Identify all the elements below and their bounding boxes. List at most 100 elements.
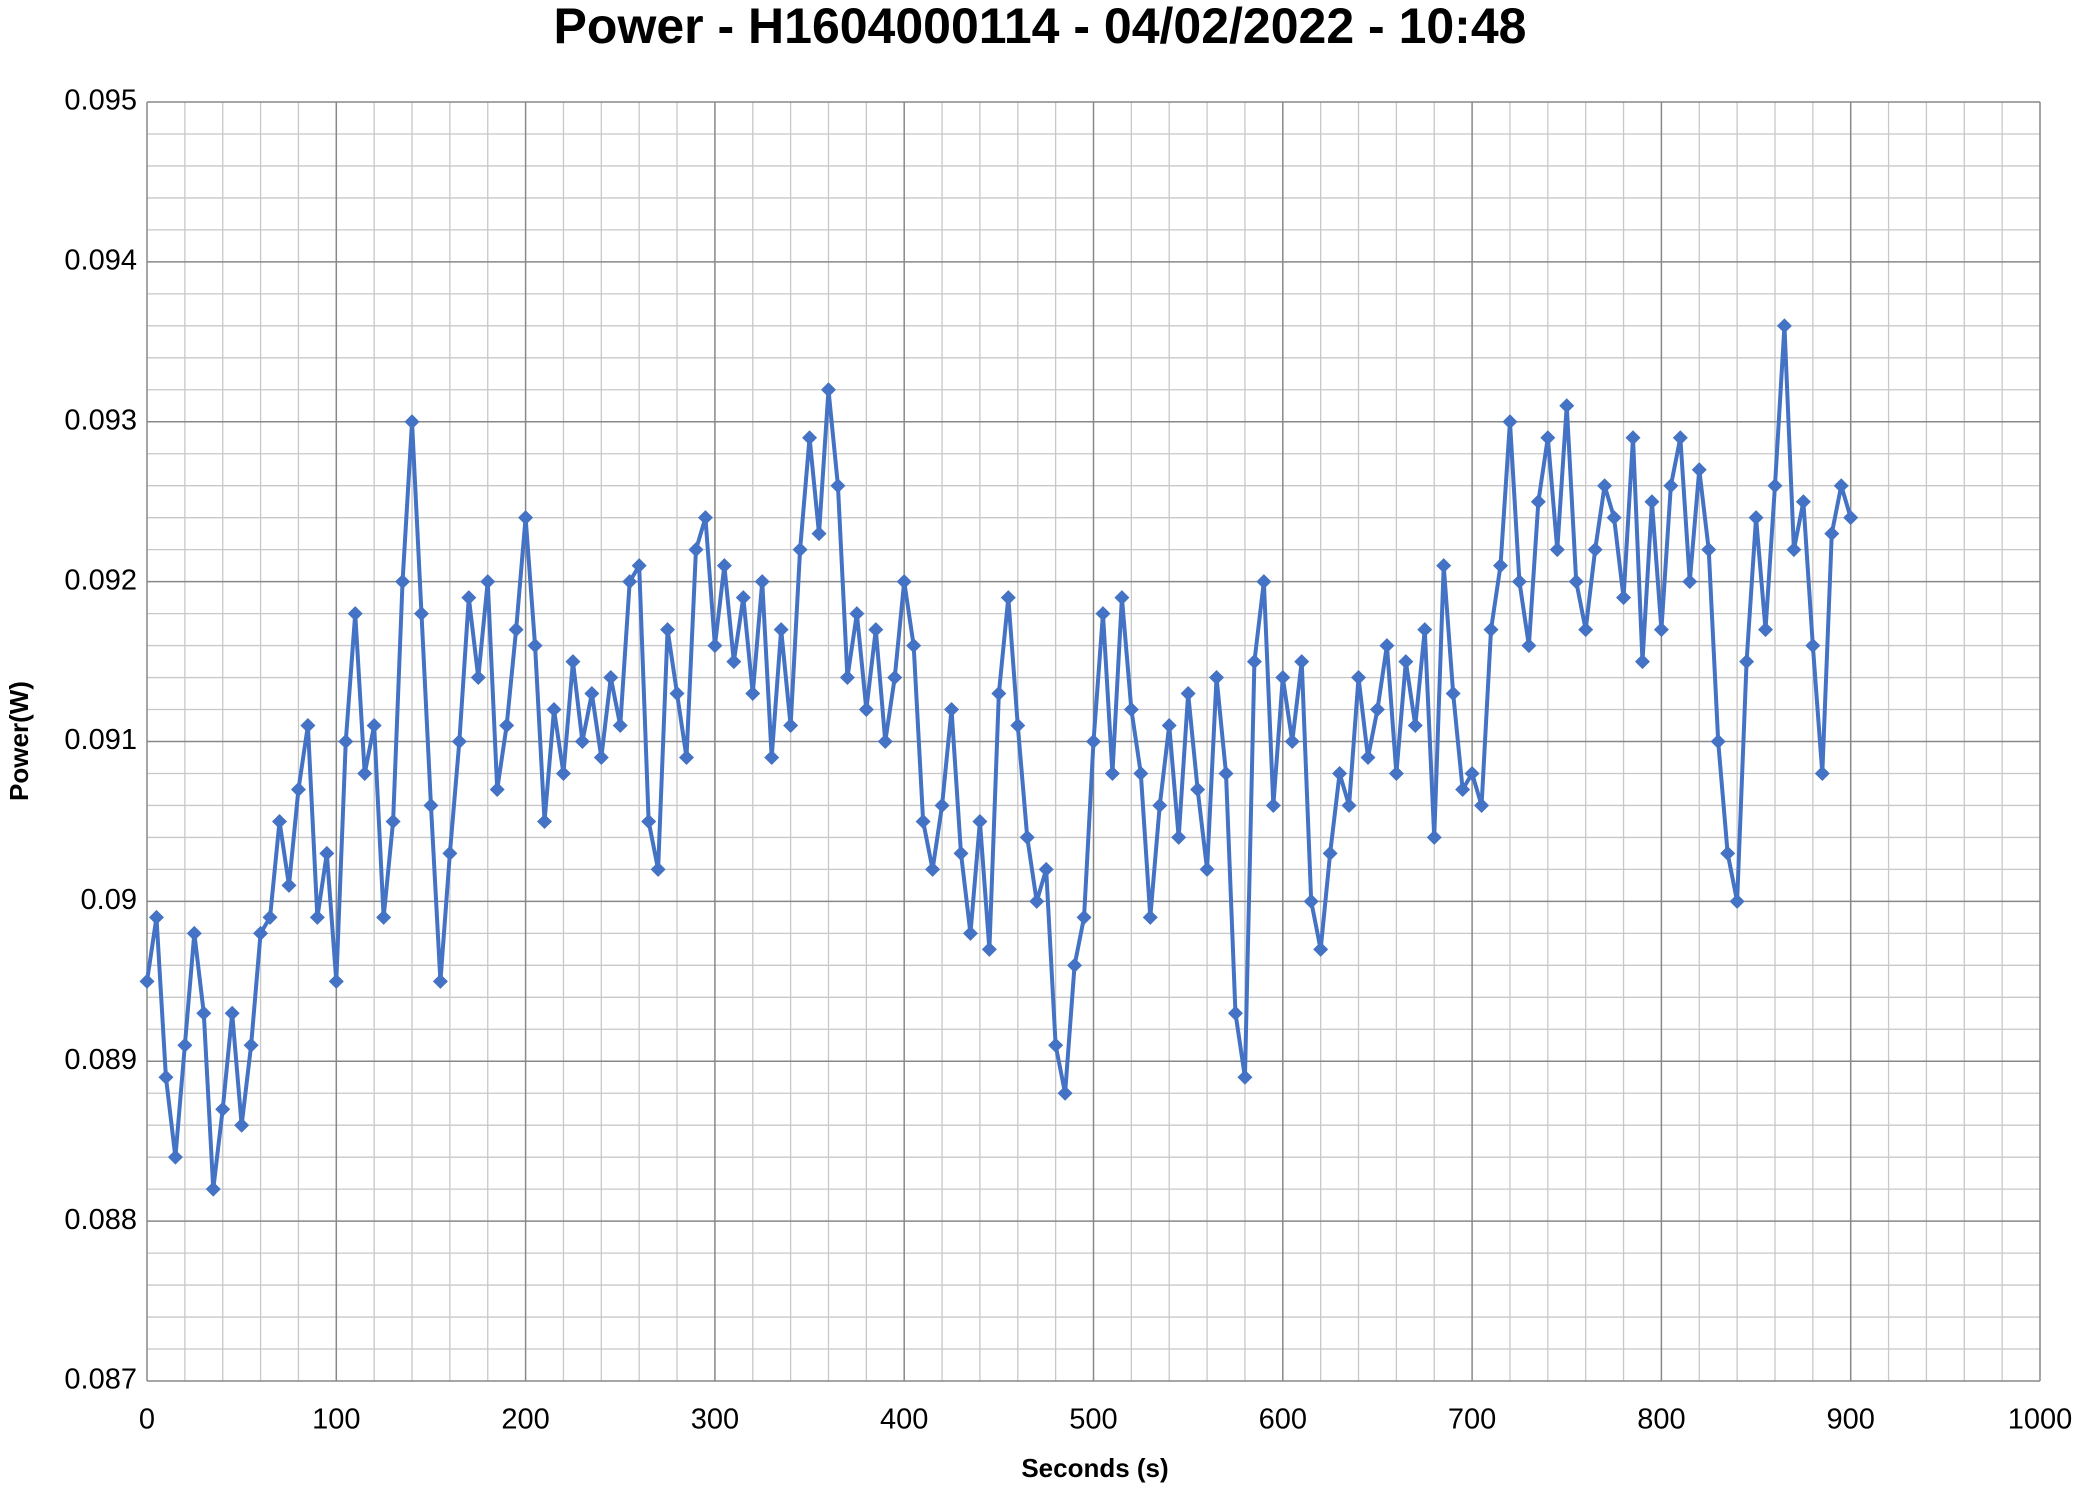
- y-tick-label: 0.095: [64, 85, 137, 117]
- data-point: [1142, 909, 1158, 925]
- data-point: [1351, 670, 1367, 686]
- x-tick-label: 0: [139, 1404, 155, 1436]
- data-point: [1086, 734, 1101, 749]
- data-point: [451, 734, 467, 749]
- data-point: [1407, 718, 1423, 734]
- data-point: [593, 749, 609, 765]
- data-point: [1843, 510, 1859, 526]
- data-point: [404, 414, 420, 430]
- data-point: [830, 478, 846, 494]
- data-point: [688, 542, 704, 558]
- data-point: [792, 542, 808, 558]
- y-tick-label: 0.088: [64, 1204, 137, 1236]
- data-point: [1322, 845, 1338, 861]
- data-point: [186, 925, 202, 941]
- x-tick-label: 500: [1069, 1404, 1117, 1436]
- data-point: [1436, 558, 1452, 574]
- data-point: [1587, 542, 1603, 558]
- data-point: [631, 558, 647, 574]
- x-axis-title: Seconds (s): [1021, 1453, 1168, 1483]
- data-point: [802, 430, 818, 446]
- data-point: [1369, 702, 1385, 718]
- data-point: [1776, 318, 1792, 334]
- chart-title: Power - H1604000114 - 04/02/2022 - 10:48: [554, 0, 1527, 54]
- data-point: [783, 718, 799, 734]
- data-point: [357, 765, 373, 781]
- data-point: [1275, 670, 1291, 686]
- data-point: [726, 654, 742, 670]
- data-point: [290, 781, 306, 797]
- data-point: [981, 941, 997, 957]
- data-point: [707, 638, 723, 654]
- data-point: [1256, 574, 1272, 590]
- data-point: [205, 1181, 221, 1197]
- data-point: [1114, 590, 1130, 606]
- data-point: [139, 973, 155, 989]
- data-point: [745, 686, 761, 702]
- data-point: [679, 749, 695, 765]
- data-point: [565, 654, 581, 670]
- data-point: [1303, 893, 1319, 909]
- data-point: [319, 845, 335, 861]
- data-point: [1492, 558, 1508, 574]
- data-point: [385, 813, 401, 829]
- data-point: [1549, 542, 1565, 558]
- data-point: [537, 813, 553, 829]
- data-point: [1019, 829, 1035, 845]
- data-point: [1691, 462, 1707, 478]
- y-axis-title: Power(W): [4, 681, 34, 801]
- data-point: [1265, 797, 1281, 813]
- data-point: [1672, 430, 1688, 446]
- data-point: [224, 1005, 240, 1021]
- data-point: [1038, 861, 1054, 877]
- data-point: [1833, 478, 1849, 494]
- data-point: [1578, 622, 1594, 638]
- data-point: [347, 606, 363, 622]
- data-point: [177, 1037, 193, 1053]
- data-point: [1758, 622, 1774, 638]
- data-point: [839, 670, 855, 686]
- data-point: [849, 606, 865, 622]
- data-point: [1057, 1085, 1073, 1101]
- data-point: [1445, 686, 1461, 702]
- data-point: [1104, 765, 1120, 781]
- data-point: [470, 670, 486, 686]
- data-point: [148, 909, 164, 925]
- data-point: [489, 781, 505, 797]
- data-point: [1095, 606, 1111, 622]
- y-tick-label: 0.094: [64, 245, 137, 277]
- data-point: [934, 797, 950, 813]
- data-point: [754, 574, 770, 590]
- data-point: [328, 973, 344, 989]
- data-point: [887, 670, 903, 686]
- data-point: [1398, 654, 1414, 670]
- data-point: [1767, 478, 1783, 494]
- data-point: [1426, 829, 1442, 845]
- data-point: [622, 574, 638, 590]
- data-point: [1540, 430, 1556, 446]
- data-point: [215, 1101, 231, 1117]
- x-tick-label: 800: [1637, 1404, 1685, 1436]
- data-point: [1388, 765, 1404, 781]
- data-point: [1123, 702, 1139, 718]
- y-tick-label: 0.087: [64, 1364, 137, 1396]
- data-point: [773, 622, 789, 638]
- data-point: [1133, 765, 1149, 781]
- data-point: [1748, 510, 1764, 526]
- data-point: [1786, 542, 1802, 558]
- data-point: [612, 718, 628, 734]
- data-point: [1795, 494, 1811, 510]
- data-point: [243, 1037, 259, 1053]
- data-point: [1653, 622, 1669, 638]
- data-point: [868, 622, 884, 638]
- data-point: [574, 734, 590, 749]
- data-point: [281, 877, 297, 893]
- data-point: [896, 574, 912, 590]
- data-point: [1739, 654, 1755, 670]
- data-point: [196, 1005, 212, 1021]
- data-point: [309, 909, 325, 925]
- y-tick-label: 0.091: [64, 724, 137, 756]
- data-point: [527, 638, 543, 654]
- data-point: [1511, 574, 1527, 590]
- data-point: [764, 749, 780, 765]
